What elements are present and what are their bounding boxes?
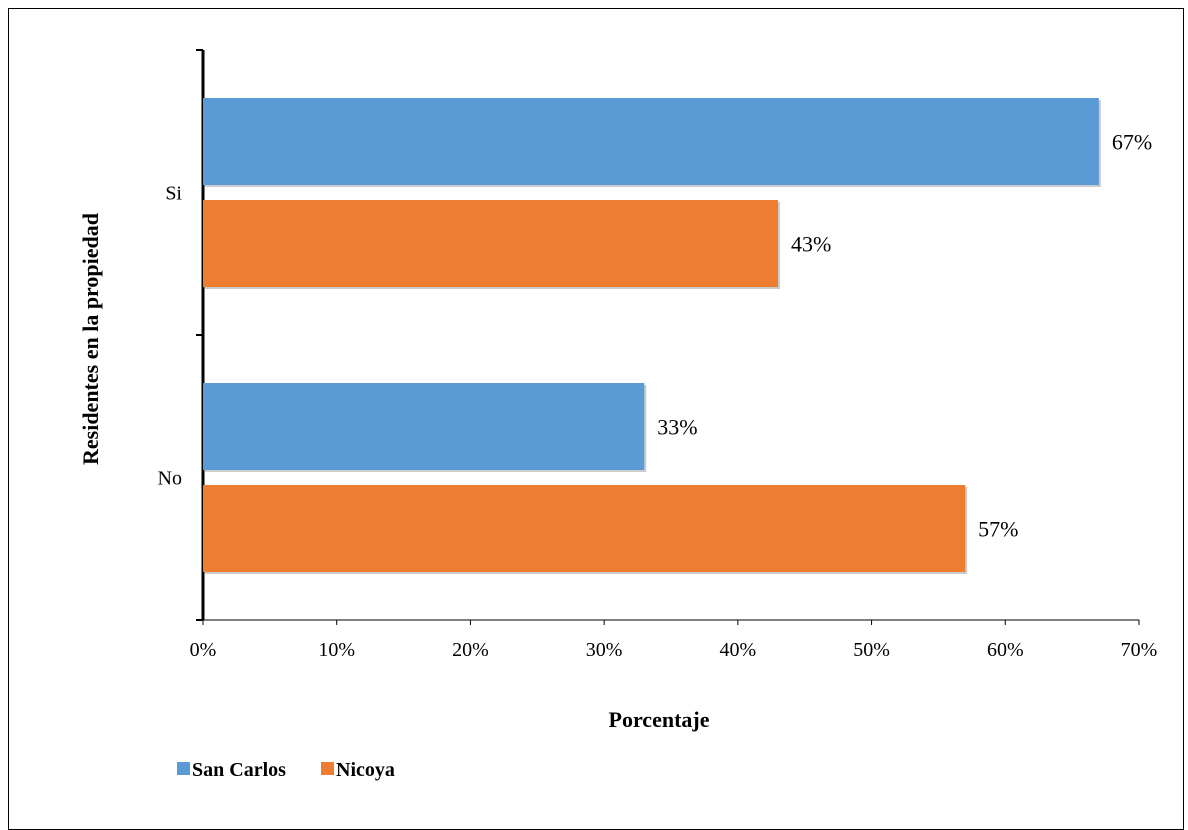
x-axis-title: Porcentaje <box>609 707 710 732</box>
bar <box>203 485 966 572</box>
bar <box>203 200 778 287</box>
legend-swatch-nicoya <box>321 762 334 775</box>
bar <box>203 98 1099 185</box>
x-tick-label: 50% <box>853 639 890 661</box>
bar <box>203 383 645 470</box>
x-tick-label: 20% <box>452 639 489 661</box>
data-label: 67% <box>1112 130 1152 155</box>
tick-labels: 0% 10% 20% 30% 40% 50% 60% 70% Si No <box>158 183 1158 662</box>
x-tick-label: 40% <box>720 639 757 661</box>
legend-swatch-san-carlos <box>177 762 190 775</box>
data-label: 57% <box>978 517 1018 542</box>
legend: San Carlos Nicoya <box>177 759 395 781</box>
y-axis-title: Residentes en la propiedad <box>78 213 103 465</box>
x-tick-label: 70% <box>1121 639 1158 661</box>
bars <box>203 98 1101 574</box>
y-tick-label: No <box>158 468 182 490</box>
data-label: 33% <box>657 415 697 440</box>
x-tick-label: 30% <box>586 639 623 661</box>
x-tick-label: 10% <box>318 639 355 661</box>
data-labels: 67% 43% 33% 57% <box>657 130 1152 542</box>
y-tick-label: Si <box>165 183 182 205</box>
x-tick-label: 0% <box>190 639 217 661</box>
data-label: 43% <box>791 232 831 257</box>
x-tick-label: 60% <box>987 639 1024 661</box>
legend-label-nicoya: Nicoya <box>336 759 395 781</box>
legend-label-san-carlos: San Carlos <box>192 759 286 781</box>
